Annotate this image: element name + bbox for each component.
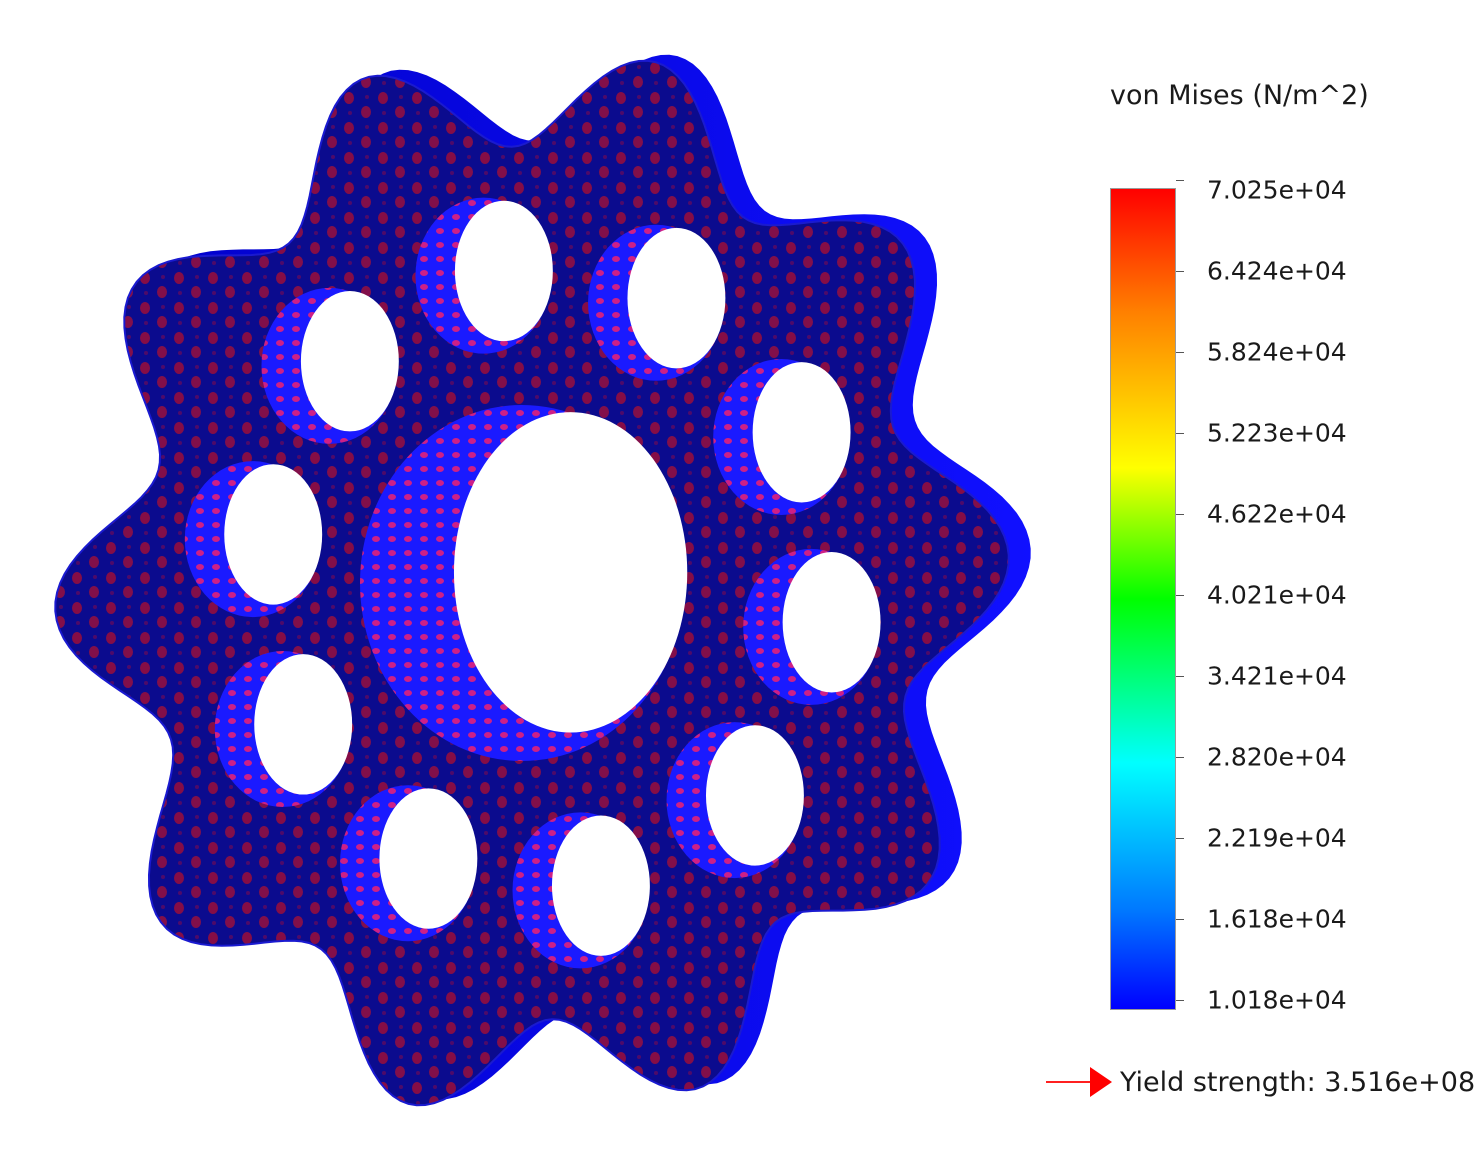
colorbar-tick-mark (1176, 1000, 1184, 1001)
colorbar-tick-label: 1.618e+04 (1207, 904, 1347, 934)
colorbar-tick-label: 5.223e+04 (1207, 418, 1347, 448)
bolt-hole-opening (454, 200, 553, 342)
bolt-hole-opening (705, 725, 804, 866)
bolt-hole-opening (224, 464, 323, 605)
yield-line (1046, 1081, 1090, 1083)
stress-model (54, 54, 1031, 1107)
colorbar-tick-label: 5.824e+04 (1207, 337, 1347, 367)
colorbar-tick-label: 7.025e+04 (1207, 175, 1347, 205)
colorbar-tick-label: 6.424e+04 (1207, 256, 1347, 286)
colorbar-tick-label: 1.018e+04 (1207, 985, 1347, 1015)
yield-arrow-icon (1090, 1067, 1112, 1097)
bolt-hole-opening (300, 291, 399, 432)
colorbar-tick-label: 3.421e+04 (1207, 661, 1347, 691)
colorbar-tick-label: 2.820e+04 (1207, 742, 1347, 772)
yield-strength-label: Yield strength: 3.516e+08 (1120, 1066, 1475, 1098)
colorbar-tick-mark (1176, 514, 1184, 515)
legend-title: von Mises (N/m^2) (1110, 80, 1369, 111)
bolt-hole-opening (254, 654, 353, 795)
colorbar-tick-label: 4.622e+04 (1207, 499, 1347, 529)
colorbar-tick-mark (1176, 271, 1184, 272)
colorbar-tick-mark (1176, 595, 1184, 596)
colorbar-tick-label: 2.219e+04 (1207, 823, 1347, 853)
colorbar-tick-mark (1176, 433, 1184, 434)
colorbar-tick-mark (1176, 180, 1184, 181)
bolt-hole-opening (752, 362, 851, 503)
bolt-hole-opening (627, 227, 726, 369)
colorbar-tick-mark (1176, 352, 1184, 353)
stress-colorbar (1110, 188, 1176, 1010)
colorbar-tick-mark (1176, 676, 1184, 677)
colorbar-tick-mark (1176, 838, 1184, 839)
yield-strength-marker: Yield strength: 3.516e+08 (1046, 1062, 1475, 1102)
colorbar-tick-label: 4.021e+04 (1207, 580, 1347, 610)
colorbar-tick-mark (1176, 757, 1184, 758)
center-bore-opening (453, 412, 688, 733)
colorbar-tick-mark (1176, 919, 1184, 920)
bolt-hole-opening (379, 788, 478, 929)
bolt-hole-opening (782, 552, 881, 693)
bolt-hole-opening (551, 815, 650, 956)
